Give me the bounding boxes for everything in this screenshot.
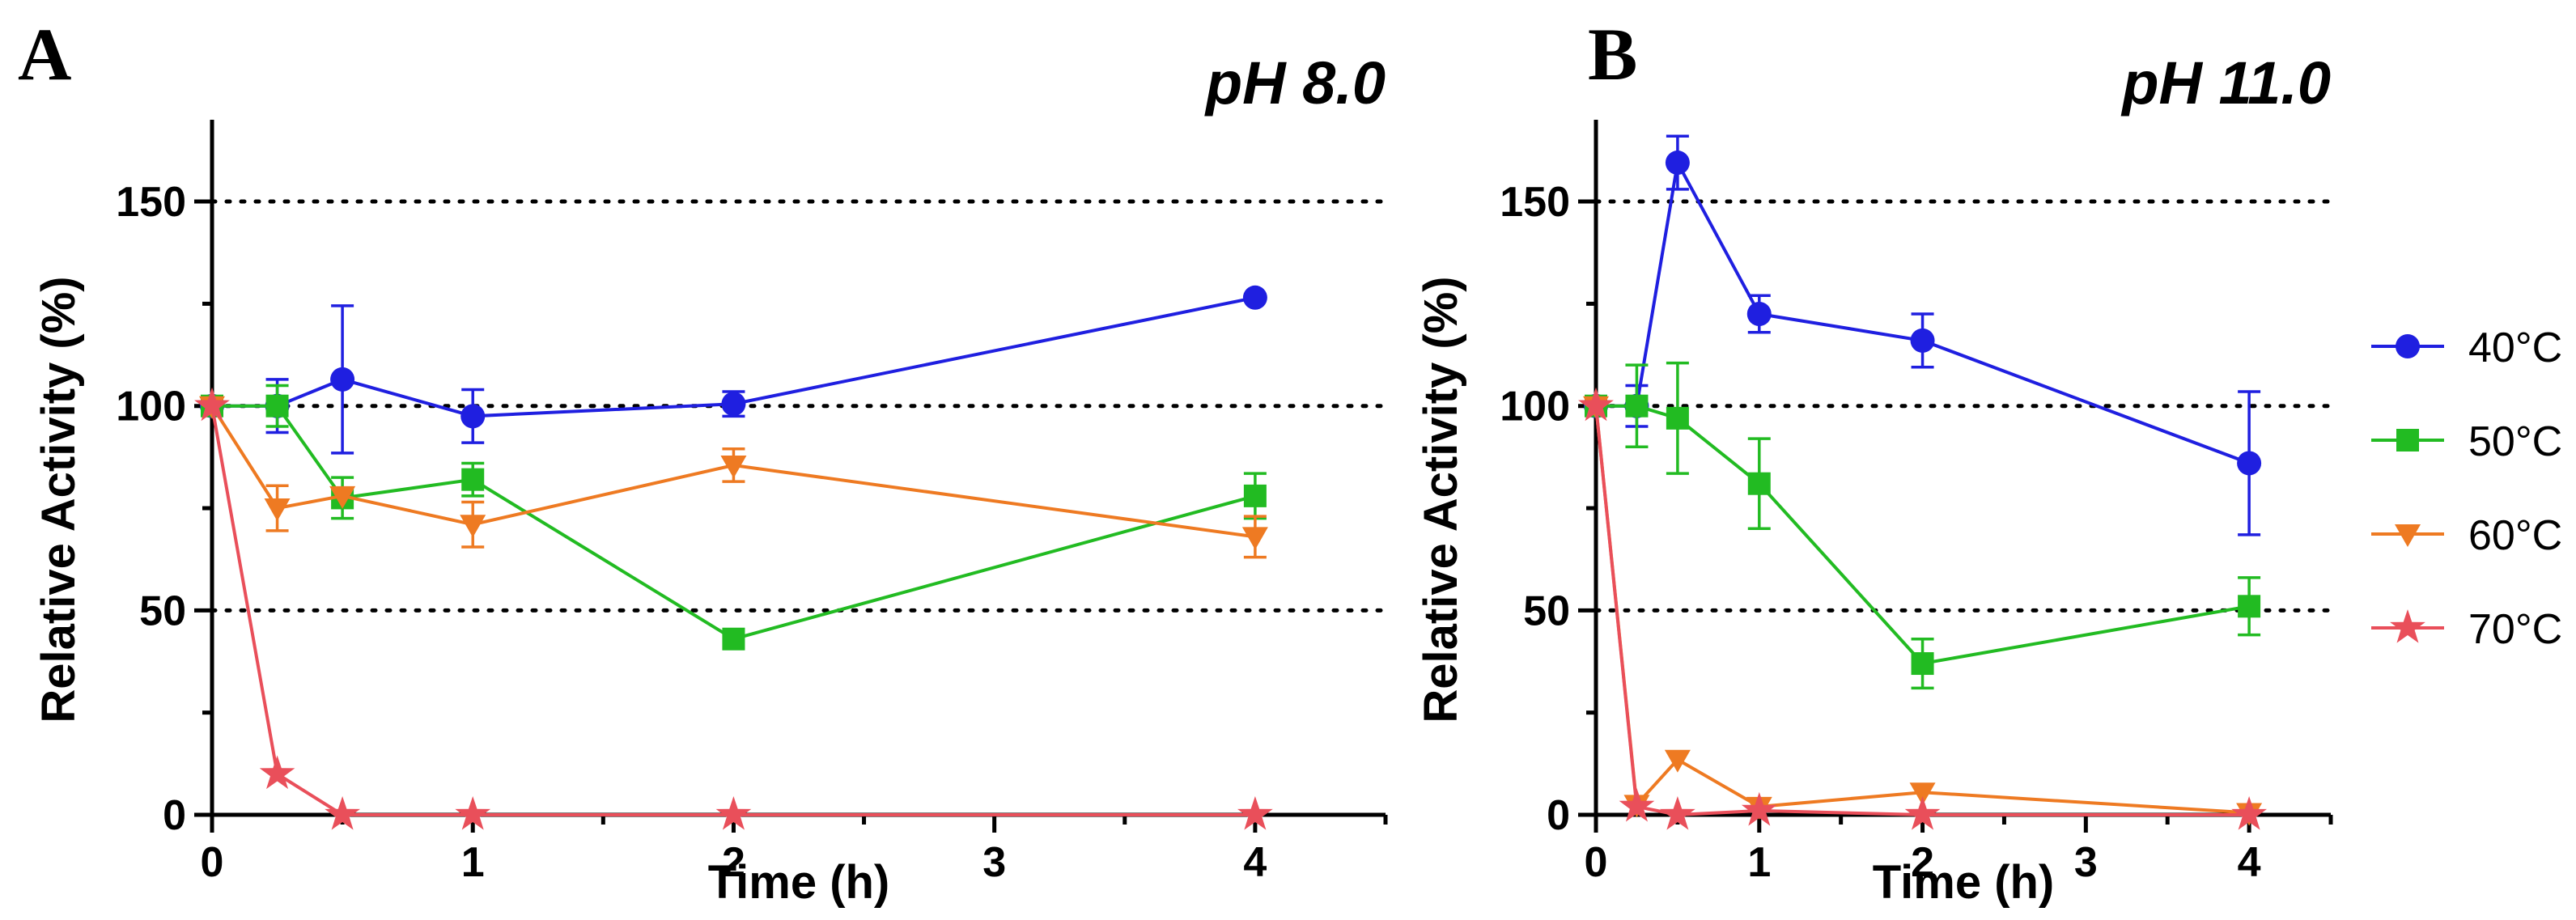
data-point xyxy=(1746,302,1772,327)
data-point xyxy=(460,515,486,538)
legend-entry: 50°C xyxy=(2371,418,2562,465)
x-tick-label: 1 xyxy=(461,839,485,886)
data-point xyxy=(1237,796,1273,830)
series-50°C xyxy=(1585,361,2261,690)
y-axis-label: Relative Activity (%) xyxy=(32,276,85,723)
data-point xyxy=(1909,782,1936,806)
x-axis-label: Time (h) xyxy=(1873,856,2055,909)
panel-letter: A xyxy=(18,13,71,95)
y-tick-label: 50 xyxy=(1523,587,1570,634)
data-point xyxy=(1666,406,1689,430)
data-point xyxy=(455,796,491,830)
series-line xyxy=(210,405,1256,539)
legend-marker xyxy=(2396,334,2420,358)
data-point xyxy=(330,367,355,392)
series-40°C xyxy=(200,285,1267,455)
data-point xyxy=(1578,387,1614,422)
x-tick-label: 3 xyxy=(2074,839,2098,886)
legend-marker xyxy=(2396,429,2419,452)
legend: 40°C 50°C 60°C 70°C xyxy=(2371,324,2562,653)
x-tick-label: 2 xyxy=(722,839,745,886)
data-point xyxy=(460,404,486,429)
legend-entry: 70°C xyxy=(2371,606,2562,653)
data-point xyxy=(1665,151,1690,176)
x-tick-label: 3 xyxy=(982,839,1006,886)
legend-marker xyxy=(2395,524,2421,547)
data-point xyxy=(265,394,289,418)
y-tick-label: 100 xyxy=(116,384,186,430)
legend-label: 50°C xyxy=(2468,418,2562,465)
data-point xyxy=(720,455,747,478)
y-tick-label: 150 xyxy=(1500,179,1570,226)
x-tick-label: 0 xyxy=(1585,839,1608,886)
series-line xyxy=(1596,404,2250,666)
x-axis-label: Time (h) xyxy=(708,856,890,909)
panel-title: pH 11.0 xyxy=(2120,49,2331,117)
legend-label: 60°C xyxy=(2468,512,2562,559)
y-tick-label: 150 xyxy=(116,179,186,226)
legend-entry: 60°C xyxy=(2371,512,2562,559)
data-point xyxy=(2237,451,2262,476)
data-point xyxy=(1741,791,1777,826)
x-tick-label: 0 xyxy=(201,839,224,886)
legend-label: 70°C xyxy=(2468,606,2562,653)
x-tick-label: 2 xyxy=(1911,839,1934,886)
data-point xyxy=(1625,394,1649,418)
x-tick-label: 4 xyxy=(2238,839,2261,886)
series-70°C xyxy=(1578,387,2267,830)
data-point xyxy=(325,796,360,830)
data-point xyxy=(1242,285,1267,310)
data-point xyxy=(721,392,746,417)
series-70°C xyxy=(194,387,1273,830)
legend-marker xyxy=(2390,609,2425,643)
legend-entry: 40°C xyxy=(2371,324,2562,371)
data-point xyxy=(461,468,485,491)
series-60°C xyxy=(199,396,1268,559)
data-point xyxy=(1911,652,1934,676)
panel-letter: B xyxy=(1588,13,1637,95)
data-point xyxy=(1910,328,1935,353)
data-point xyxy=(1747,472,1771,495)
data-point xyxy=(1904,796,1941,830)
data-point xyxy=(1664,749,1691,773)
series-line xyxy=(1594,405,2250,817)
y-tick-label: 0 xyxy=(163,792,186,839)
legend-label: 40°C xyxy=(2468,324,2562,371)
series-40°C xyxy=(1584,134,2262,536)
data-point xyxy=(2231,796,2267,830)
series-line xyxy=(212,404,1256,641)
y-tick-label: 0 xyxy=(1547,792,1570,839)
y-tick-label: 100 xyxy=(1500,384,1570,430)
data-point xyxy=(264,498,291,522)
data-point xyxy=(1660,796,1695,830)
data-point xyxy=(1243,484,1267,507)
data-point xyxy=(1619,787,1655,822)
data-point xyxy=(194,387,230,422)
panel-title: pH 8.0 xyxy=(1204,49,1386,117)
data-point xyxy=(715,796,752,830)
x-tick-label: 1 xyxy=(1747,839,1771,886)
data-point xyxy=(259,755,295,790)
data-point xyxy=(722,627,745,651)
data-point xyxy=(1241,527,1268,550)
x-tick-label: 4 xyxy=(1243,839,1267,886)
data-point xyxy=(329,485,356,509)
data-point xyxy=(2238,595,2261,618)
y-tick-label: 50 xyxy=(139,587,186,634)
y-axis-label: Relative Activity (%) xyxy=(1415,276,1467,723)
series-line xyxy=(210,405,1255,816)
